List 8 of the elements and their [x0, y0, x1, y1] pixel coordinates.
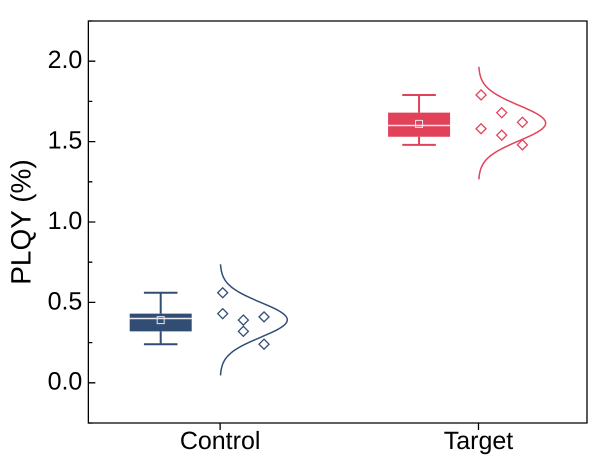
y-tick-label: 1.5 — [48, 126, 82, 154]
y-axis-title: PLQY (%) — [6, 159, 37, 285]
y-tick-label: 1.0 — [48, 206, 82, 235]
y-tick-label: 2.0 — [48, 46, 82, 74]
y-tick-label: 0.5 — [48, 287, 82, 316]
x-tick-label: Target — [444, 426, 514, 455]
y-tick-label: 0.0 — [48, 368, 82, 396]
x-tick-label: Control — [180, 426, 260, 455]
